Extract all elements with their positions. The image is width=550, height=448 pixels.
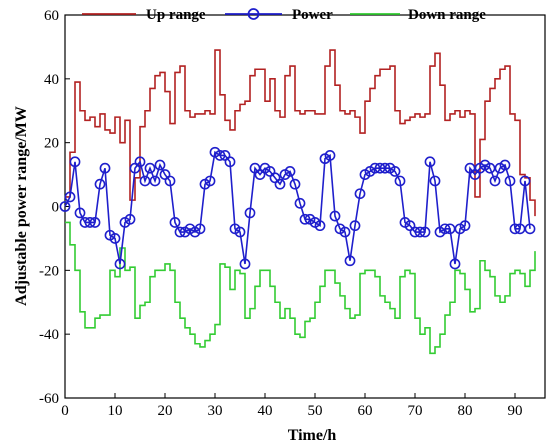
point-power xyxy=(84,217,96,228)
legend: Up range Power Down range xyxy=(82,7,486,23)
point-power xyxy=(64,191,76,203)
point-power xyxy=(99,162,111,174)
series-line-up-range xyxy=(65,49,536,217)
point-power xyxy=(174,226,186,238)
point-power xyxy=(344,255,356,267)
y-tick-label: 60 xyxy=(44,8,59,24)
point-power xyxy=(299,213,311,225)
point-power xyxy=(164,175,176,187)
point-power xyxy=(339,226,351,238)
point-power xyxy=(389,165,401,177)
y-tick-label: 0 xyxy=(52,200,60,216)
legend-label: Up range xyxy=(146,7,206,23)
point-power xyxy=(284,165,296,177)
point-power xyxy=(94,178,106,190)
point-power xyxy=(144,162,156,174)
point-power xyxy=(459,220,471,232)
x-tick-label: 50 xyxy=(308,403,323,419)
x-tick-label: 0 xyxy=(61,403,69,419)
point-power xyxy=(214,150,226,161)
point-power xyxy=(289,178,301,190)
legend-item-power: Power xyxy=(225,7,333,23)
legend-label: Down range xyxy=(408,7,486,23)
point-power xyxy=(429,175,441,187)
point-power xyxy=(79,217,91,228)
x-tick-label: 40 xyxy=(258,403,273,419)
point-power xyxy=(379,162,391,174)
point-power xyxy=(504,175,516,187)
series-line-down-range xyxy=(65,221,536,355)
point-power xyxy=(414,226,426,238)
point-power xyxy=(59,201,71,212)
point-power xyxy=(314,220,326,232)
x-axis-label: Time/h xyxy=(288,427,337,444)
y-tick-label: 40 xyxy=(44,72,59,88)
y-tick-label: -20 xyxy=(39,263,59,279)
point-power xyxy=(124,213,136,225)
point-power xyxy=(449,258,461,270)
point-power xyxy=(154,159,166,171)
point-power xyxy=(204,175,216,187)
y-tick-label: 20 xyxy=(44,136,59,152)
point-power xyxy=(74,207,86,219)
point-power xyxy=(294,197,306,209)
point-power xyxy=(524,223,536,235)
point-power xyxy=(329,210,341,222)
point-power xyxy=(114,258,126,270)
x-tick-label: 70 xyxy=(408,403,423,419)
point-power xyxy=(109,233,121,244)
x-tick-label: 80 xyxy=(458,403,473,419)
plot-frame xyxy=(64,14,546,399)
point-power xyxy=(244,207,256,219)
point-power xyxy=(419,226,431,238)
point-power xyxy=(349,220,361,232)
point-power xyxy=(274,178,286,190)
point-power xyxy=(139,175,151,187)
legend-label: Power xyxy=(292,7,333,23)
point-power xyxy=(354,188,366,200)
point-power xyxy=(134,156,146,168)
legend-item-down-range: Down range xyxy=(350,7,486,23)
point-power xyxy=(324,150,336,161)
ticks: 0 10 20 30 40 50 60 70 80 90 -60 -40 -20 0 20 40 60 xyxy=(39,8,523,419)
series-layer xyxy=(59,49,536,355)
point-power xyxy=(194,223,206,235)
point-power xyxy=(224,156,236,168)
point-power xyxy=(499,159,511,171)
x-tick-label: 10 xyxy=(108,403,123,419)
series-line-power xyxy=(64,150,531,265)
point-power xyxy=(149,175,161,187)
x-tick-label: 20 xyxy=(158,403,173,419)
point-power xyxy=(169,217,181,228)
point-power xyxy=(439,223,451,235)
y-tick-label: -40 xyxy=(39,327,59,343)
point-power xyxy=(489,175,501,187)
legend-marker xyxy=(247,8,260,20)
point-power xyxy=(69,156,81,168)
point-power xyxy=(394,175,406,187)
point-power xyxy=(89,217,101,228)
axes xyxy=(64,14,546,399)
point-power xyxy=(234,226,246,238)
point-power xyxy=(509,223,521,235)
y-tick-label: -60 xyxy=(39,391,59,407)
x-tick-label: 30 xyxy=(208,403,223,419)
y-axis-label: Adjustable power range/MW xyxy=(13,106,30,306)
point-power xyxy=(239,258,251,270)
x-tick-label: 90 xyxy=(508,403,523,419)
point-power xyxy=(424,156,436,168)
legend-item-up-range: Up range xyxy=(82,7,206,23)
point-power xyxy=(519,175,531,187)
x-tick-label: 60 xyxy=(358,403,373,419)
